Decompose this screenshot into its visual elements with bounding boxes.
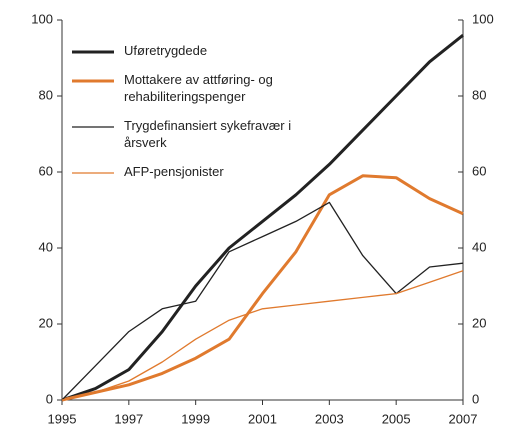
y-tick-label: 100 (31, 11, 53, 26)
series-line (61, 34, 464, 402)
x-tick-label: 2003 (315, 411, 344, 426)
y-tick-label: 20 (39, 315, 53, 330)
x-tick-label: 1999 (181, 411, 210, 426)
y2-tick-label: 60 (472, 163, 486, 178)
legend-label: Uføretrygdede (124, 43, 207, 58)
y2-tick-label: 20 (472, 315, 486, 330)
y-tick-label: 80 (39, 87, 53, 102)
x-tick-label: 2005 (382, 411, 411, 426)
x-tick-label: 1995 (48, 411, 77, 426)
series-line (61, 201, 464, 401)
y-tick-label: 0 (46, 391, 53, 406)
x-tick-label: 2001 (248, 411, 277, 426)
series-line (61, 270, 464, 401)
y-tick-label: 60 (39, 163, 53, 178)
legend-label: Mottakere av attføring- og rehabilitering… (124, 72, 273, 104)
y2-tick-label: 80 (472, 87, 486, 102)
x-tick-label: 2007 (449, 411, 478, 426)
y2-tick-label: 40 (472, 239, 486, 254)
y2-tick-label: 0 (472, 391, 479, 406)
legend-label: AFP-pensjonister (124, 164, 224, 179)
x-tick-label: 1997 (114, 411, 143, 426)
legend-label: Trygdefinansiert sykefravær i årsverk (124, 118, 291, 150)
series-line (61, 174, 464, 402)
y-tick-label: 40 (39, 239, 53, 254)
y2-tick-label: 100 (472, 11, 494, 26)
